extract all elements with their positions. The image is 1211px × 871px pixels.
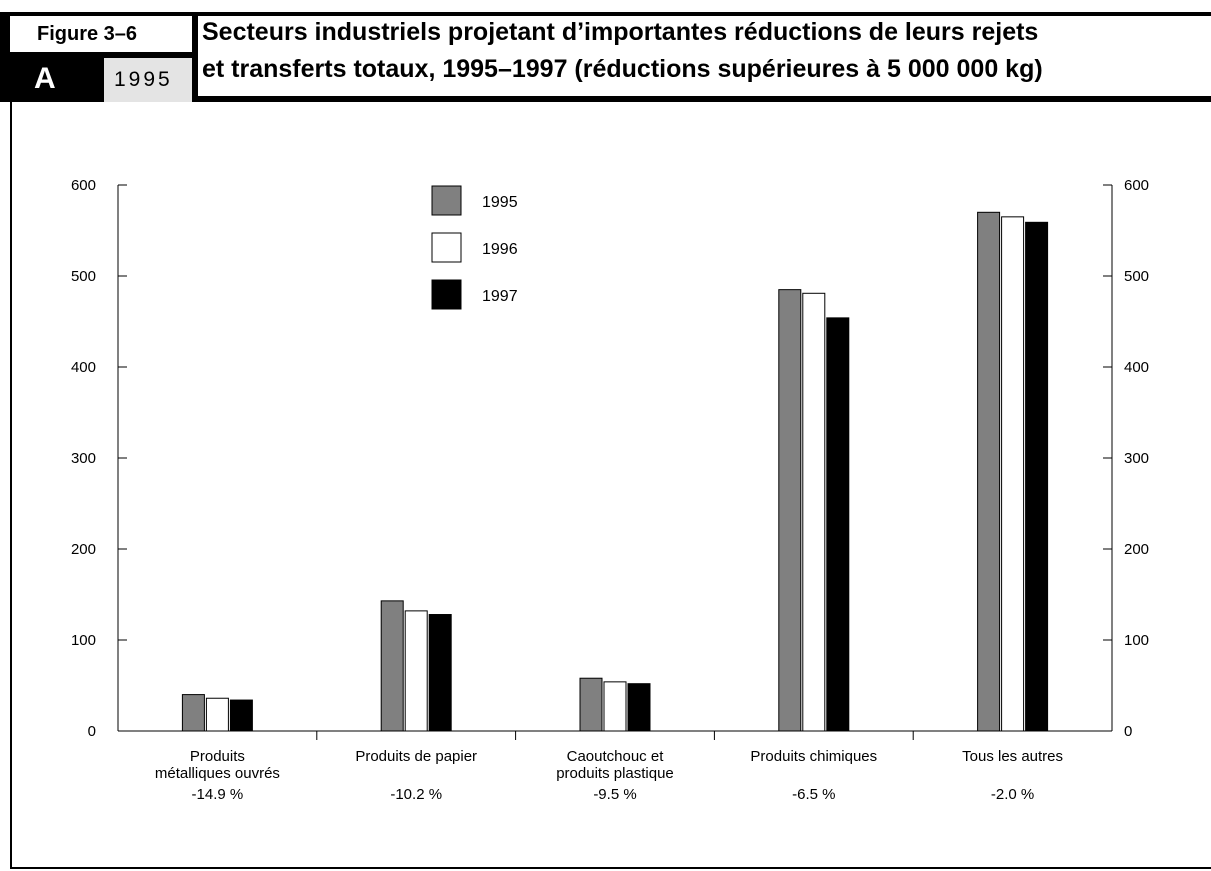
y-tick-label-right: 300 xyxy=(1124,450,1149,467)
x-category-label: Tous les autres xyxy=(962,748,1063,765)
bar-1995 xyxy=(778,289,802,732)
x-category-change: -10.2 % xyxy=(390,786,442,803)
x-category-label: Caoutchouc et xyxy=(567,748,665,765)
y-tick-label-right: 0 xyxy=(1124,723,1132,740)
x-category-change: -6.5 % xyxy=(792,786,835,803)
bar-1995 xyxy=(579,677,603,732)
y-tick-label-left: 400 xyxy=(71,359,96,376)
bar-1995 xyxy=(380,600,404,732)
y-tick-label-right: 200 xyxy=(1124,541,1149,558)
bar-1996 xyxy=(1001,216,1025,732)
legend-label-1995: 1995 xyxy=(482,194,518,211)
chart-title-line-2: et transferts totaux, 1995–1997 (réducti… xyxy=(202,55,1043,83)
y-tick-label-right: 400 xyxy=(1124,359,1149,376)
bar-1995 xyxy=(977,211,1001,732)
y-tick-label-right: 500 xyxy=(1124,268,1149,285)
chart-title: Secteurs industriels projetant d’importa… xyxy=(198,16,1211,96)
legend-label-1996: 1996 xyxy=(482,241,518,258)
x-category-change: -2.0 % xyxy=(991,786,1034,803)
bar-1996 xyxy=(404,610,428,732)
header-top-strip xyxy=(0,0,1211,12)
chart-title-line-1: Secteurs industriels projetant d’importa… xyxy=(202,18,1039,46)
y-tick-label-right: 600 xyxy=(1124,177,1149,194)
legend-swatch-1995 xyxy=(431,185,462,216)
bar-1997 xyxy=(826,317,850,732)
x-category-change: -9.5 % xyxy=(593,786,636,803)
y-tick-label-left: 500 xyxy=(71,268,96,285)
y-tick-label-left: 100 xyxy=(71,632,96,649)
x-category-label: Produits xyxy=(190,748,245,765)
y-tick-label-left: 600 xyxy=(71,177,96,194)
year-badge: 1995 xyxy=(104,58,192,102)
bar-1997 xyxy=(1025,221,1049,732)
x-category-label: Produits chimiques xyxy=(750,748,877,765)
chart-frame xyxy=(10,102,1211,869)
bar-1996 xyxy=(205,697,229,732)
x-category-label: produits plastique xyxy=(556,765,674,782)
bar-1997 xyxy=(229,699,253,732)
x-category-change: -14.9 % xyxy=(192,786,244,803)
legend-swatch-1996 xyxy=(431,232,462,263)
y-tick-label-right: 100 xyxy=(1124,632,1149,649)
y-tick-label-left: 300 xyxy=(71,450,96,467)
x-category-label: métalliques ouvrés xyxy=(155,765,280,782)
bar-1997 xyxy=(428,614,452,732)
bar-1996 xyxy=(603,681,627,732)
x-category-label: Produits de papier xyxy=(355,748,477,765)
y-tick-label-left: 200 xyxy=(71,541,96,558)
section-letter: A xyxy=(10,56,102,102)
figure-label: Figure 3–6 xyxy=(10,16,192,52)
bar-1995 xyxy=(181,694,205,732)
legend-swatch-1997 xyxy=(431,279,462,310)
y-tick-label-left: 0 xyxy=(88,723,96,740)
bar-1996 xyxy=(802,292,826,732)
bar-1997 xyxy=(627,683,651,732)
legend-label-1997: 1997 xyxy=(482,288,518,305)
